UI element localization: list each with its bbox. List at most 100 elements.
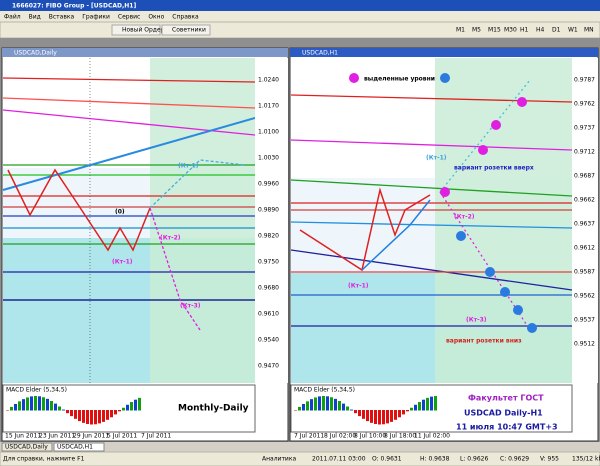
date-label: 7 Jul 2011 [141, 433, 171, 440]
macd-bar [322, 396, 325, 411]
menu-bar [0, 11, 600, 22]
down-variant: вариант розетки вниз [446, 338, 522, 345]
left-axis [255, 58, 288, 383]
macd-bar [106, 410, 109, 420]
price-label: 1.0240 [258, 77, 279, 84]
status-field: V: 955 [540, 456, 559, 463]
macd-bar [46, 398, 49, 411]
macd-bar [86, 410, 89, 425]
tab-bar [0, 442, 600, 452]
menu-item[interactable]: Вид [29, 14, 41, 21]
title-bar [0, 0, 600, 11]
macd-bar [426, 397, 429, 411]
date-label: 8 Jul 02:00 [324, 433, 356, 440]
macd-bar [366, 410, 369, 422]
macd-bar [82, 410, 85, 423]
timeframe[interactable]: M1 [456, 27, 465, 34]
btn-new-order[interactable] [111, 24, 161, 36]
experts[interactable]: Советники [172, 27, 206, 34]
price-label: 0.9562 [574, 293, 595, 300]
btn-experts[interactable] [161, 24, 211, 36]
menu-item[interactable]: Файл [4, 14, 21, 21]
timeframe[interactable]: W1 [568, 27, 578, 34]
tab-label[interactable]: USDCAD,Daily [5, 444, 48, 451]
price-label: 0.9787 [574, 77, 595, 84]
price-label: 0.9750 [258, 259, 279, 266]
timeframe[interactable]: H1 [520, 27, 529, 34]
menu-item[interactable]: Графики [82, 14, 110, 21]
timeframe[interactable]: M15 [488, 27, 501, 34]
macd-bar [98, 410, 101, 424]
price-label: 0.9512 [574, 341, 595, 348]
macd-bar [138, 397, 141, 411]
annotation: (Кт-1) [178, 163, 199, 170]
macd-bar [338, 401, 341, 411]
macd-bar [370, 410, 373, 423]
up-variant: вариант розетки вверх [454, 165, 534, 172]
left-title-bar [2, 48, 288, 57]
macd-bar [122, 407, 125, 411]
macd-bar [390, 410, 393, 422]
status-bar [0, 451, 600, 466]
timeframe[interactable]: M30 [504, 27, 517, 34]
macd-bar [50, 401, 53, 411]
menu-item[interactable]: Окно [148, 14, 164, 21]
macd-bar [418, 402, 421, 411]
annotation: (0) [115, 209, 125, 216]
price-label: 0.9890 [258, 207, 279, 214]
status-field: Аналитика [262, 456, 296, 463]
macd-bar [30, 396, 33, 411]
annotation: (Кт-2) [454, 214, 475, 221]
macd-bar [58, 406, 61, 411]
macd-bar [62, 409, 65, 411]
caption: Monthly-Daily [178, 404, 249, 414]
left-lines [2, 58, 256, 383]
macd-bar [294, 410, 297, 411]
macd-bar [422, 399, 425, 411]
macd-bar [118, 410, 121, 412]
macd-bar [342, 403, 345, 411]
tab[interactable] [1, 442, 53, 452]
macd-bar [378, 410, 381, 425]
menu-item[interactable]: Сервис [118, 14, 140, 21]
macd-bar [110, 410, 113, 418]
timeframe[interactable]: M5 [472, 27, 481, 34]
new-order[interactable]: Новый Ордер [122, 27, 165, 34]
macd-bar [310, 399, 313, 411]
price-label: 0.9612 [574, 245, 595, 252]
price-label: 0.9637 [574, 221, 595, 228]
price-label: 1.0030 [258, 155, 279, 162]
macd-bar [78, 410, 81, 422]
timeframe[interactable]: D1 [552, 27, 561, 34]
timeframe[interactable]: H4 [536, 27, 545, 34]
tab[interactable] [53, 442, 105, 452]
right-title: USDCAD,H1 [302, 50, 338, 57]
macd-bar [18, 401, 21, 411]
menu-item[interactable]: Справка [172, 14, 199, 21]
timeframe[interactable]: MN [584, 27, 594, 34]
level-dots [349, 73, 537, 333]
menu-item[interactable]: Вставка [49, 14, 75, 21]
macd-bar [26, 397, 29, 411]
macd-bar [134, 399, 137, 411]
macd-bar [382, 410, 385, 425]
status-field: H: 0.9638 [420, 456, 450, 463]
date-label: 8 Jul 10:00 [354, 433, 386, 440]
macd-bar [130, 402, 133, 411]
price-label: 0.9960 [258, 181, 279, 188]
price-label: 0.9820 [258, 233, 279, 240]
price-label: 0.9540 [258, 337, 279, 344]
price-label: 1.0100 [258, 129, 279, 136]
date-label: 5 Jul 2011 [107, 433, 137, 440]
annotation: (Кт-3) [466, 317, 487, 324]
macd-bar [406, 410, 409, 412]
window-title: 1666027: FIBO Group - [USDCAD,H1] [12, 3, 136, 10]
price-label: 0.9680 [258, 285, 279, 292]
macd-bar [346, 406, 349, 411]
macd-bar [114, 410, 117, 415]
status-field: C: 0.9629 [500, 456, 529, 463]
tab-label[interactable]: USDCAD,H1 [57, 444, 93, 451]
macd-bar [398, 410, 401, 418]
macd-bar [298, 406, 301, 411]
macd-bar [38, 396, 41, 411]
